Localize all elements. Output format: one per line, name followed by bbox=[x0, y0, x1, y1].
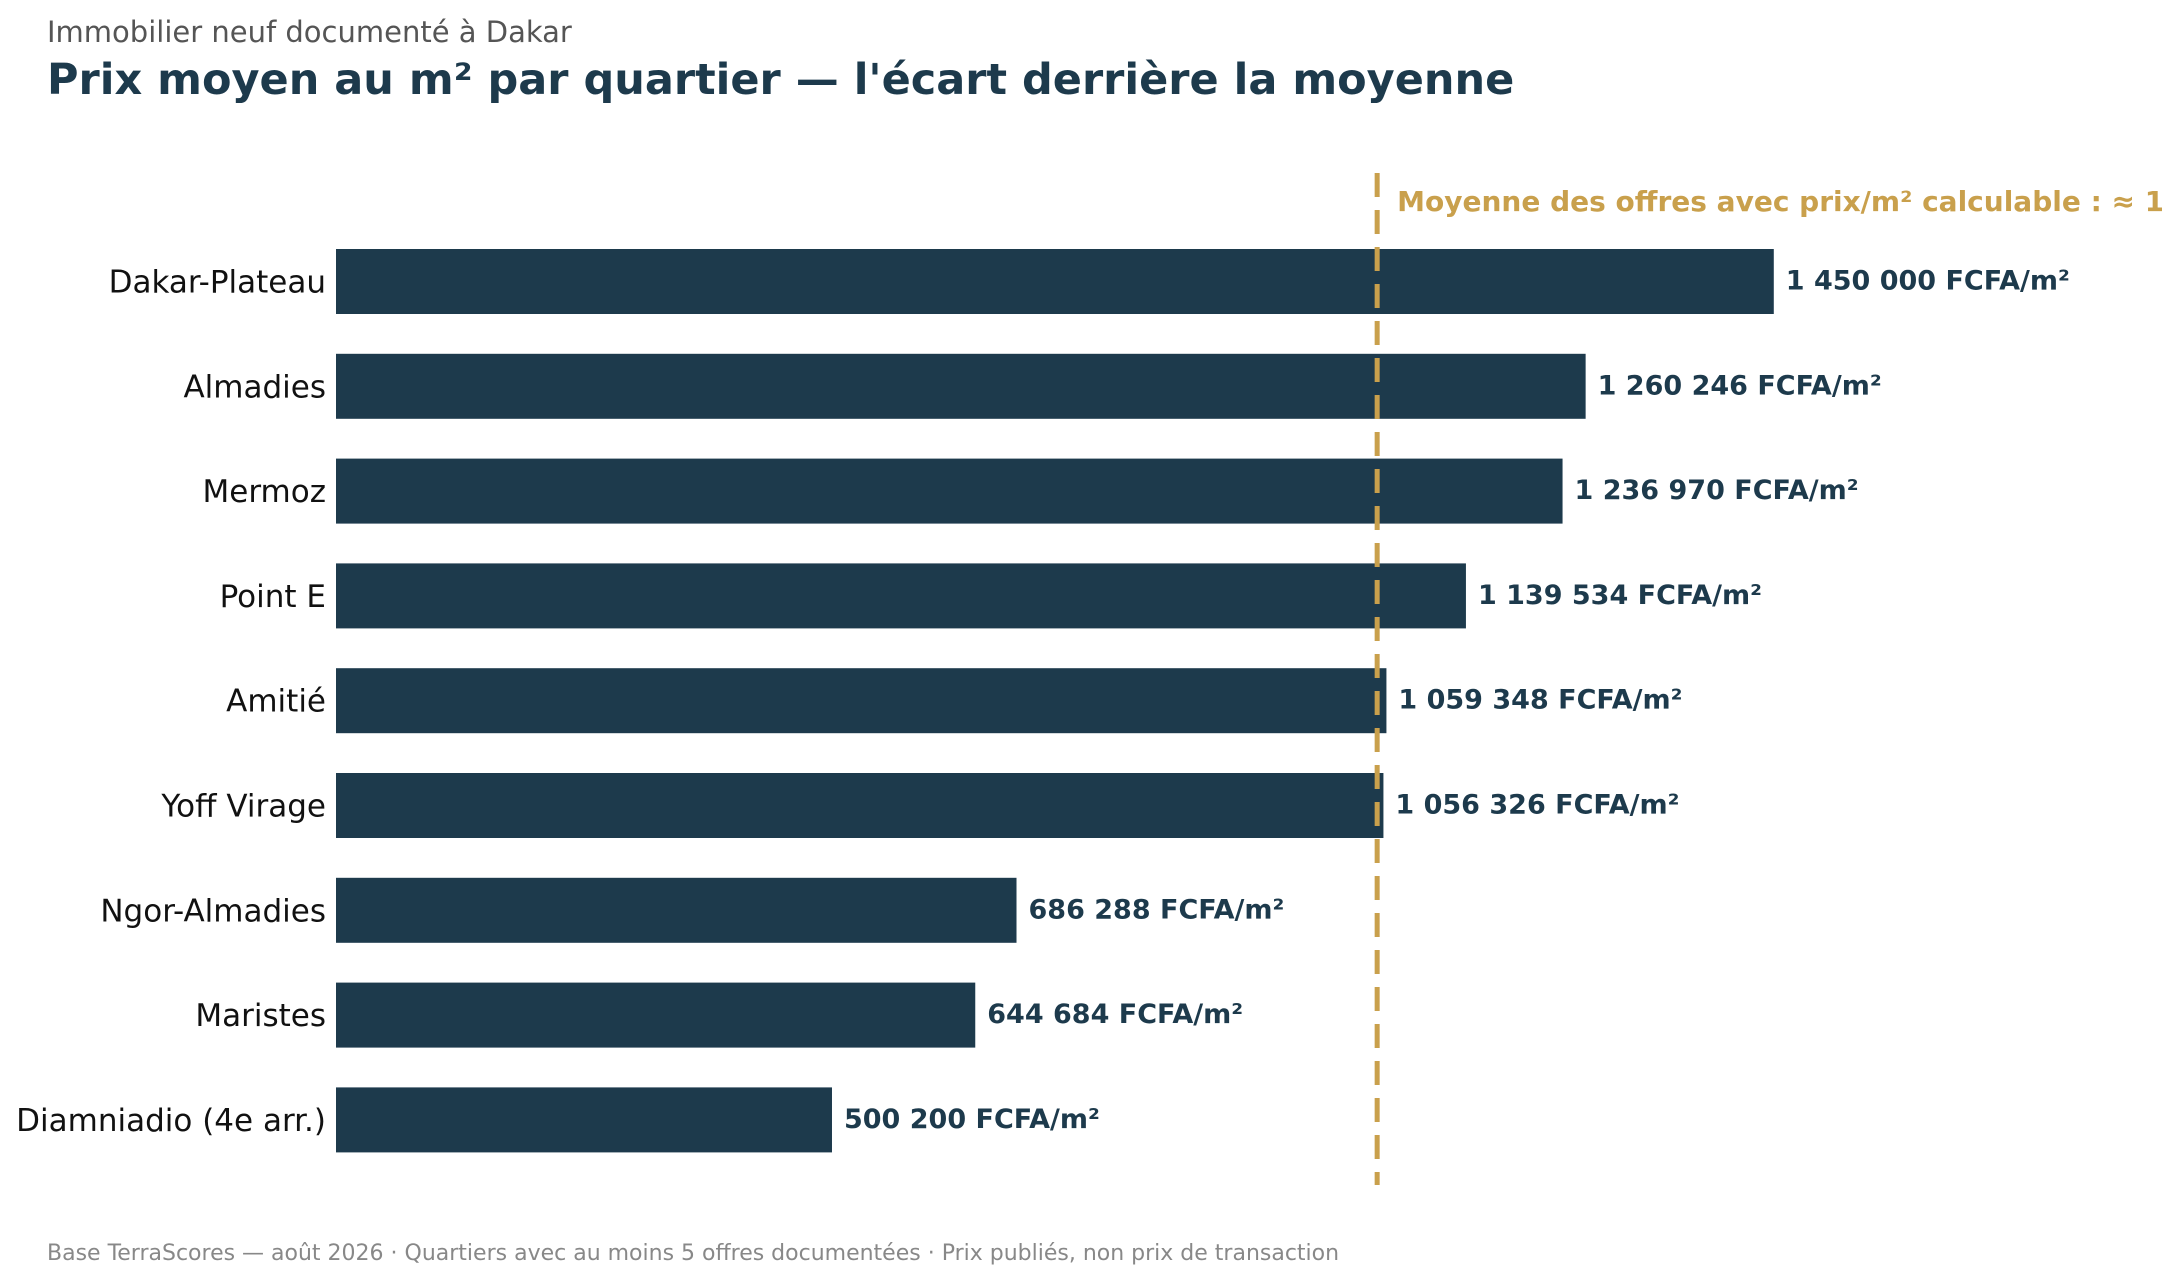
category-label-0: Dakar-Plateau bbox=[109, 265, 326, 301]
value-label-1: 1 260 246 FCFA/m² bbox=[1598, 370, 1882, 401]
value-label-4: 1 059 348 FCFA/m² bbox=[1398, 685, 1682, 716]
bar-2 bbox=[336, 458, 1563, 524]
bar-3 bbox=[336, 563, 1466, 629]
value-label-0: 1 450 000 FCFA/m² bbox=[1786, 266, 2070, 297]
category-label-8: Diamniadio (4e arr.) bbox=[16, 1103, 326, 1139]
chart-subtitle: Immobilier neuf documenté à Dakar bbox=[47, 15, 572, 49]
bar-5 bbox=[336, 773, 1384, 838]
chart-title: Prix moyen au m² par quartier — l'écart … bbox=[47, 55, 1514, 105]
category-label-5: Yoff Virage bbox=[160, 789, 326, 825]
category-labels: Dakar-Plateau Almadies Mermoz Point E Amitié… bbox=[16, 265, 326, 1139]
value-label-8: 500 200 FCFA/m² bbox=[844, 1104, 1100, 1135]
value-label-6: 686 288 FCFA/m² bbox=[1029, 894, 1285, 925]
category-label-2: Mermoz bbox=[203, 474, 326, 510]
category-label-6: Ngor-Almadies bbox=[100, 893, 326, 929]
category-label-1: Almadies bbox=[183, 369, 326, 405]
bar-7 bbox=[336, 982, 976, 1048]
value-label-5: 1 056 326 FCFA/m² bbox=[1395, 790, 1679, 821]
value-label-3: 1 139 534 FCFA/m² bbox=[1478, 580, 1762, 611]
value-labels: 1 450 000 FCFA/m² 1 260 246 FCFA/m² 1 236 … bbox=[844, 266, 2070, 1135]
mean-reference-label: Moyenne des offres avec prix/m² calculab… bbox=[1397, 185, 2162, 218]
value-label-7: 644 684 FCFA/m² bbox=[987, 999, 1243, 1030]
bar-1 bbox=[336, 353, 1586, 419]
category-label-4: Amitié bbox=[226, 684, 326, 720]
source-footnote: Base TerraScores — août 2026 · Quartiers… bbox=[47, 1241, 1339, 1266]
category-label-3: Point E bbox=[220, 579, 326, 615]
bar-8 bbox=[336, 1087, 832, 1153]
bar-0 bbox=[336, 249, 1774, 314]
bar-4 bbox=[336, 668, 1387, 734]
value-label-2: 1 236 970 FCFA/m² bbox=[1575, 475, 1859, 506]
category-label-7: Maristes bbox=[195, 998, 326, 1034]
bar-6 bbox=[336, 877, 1017, 943]
